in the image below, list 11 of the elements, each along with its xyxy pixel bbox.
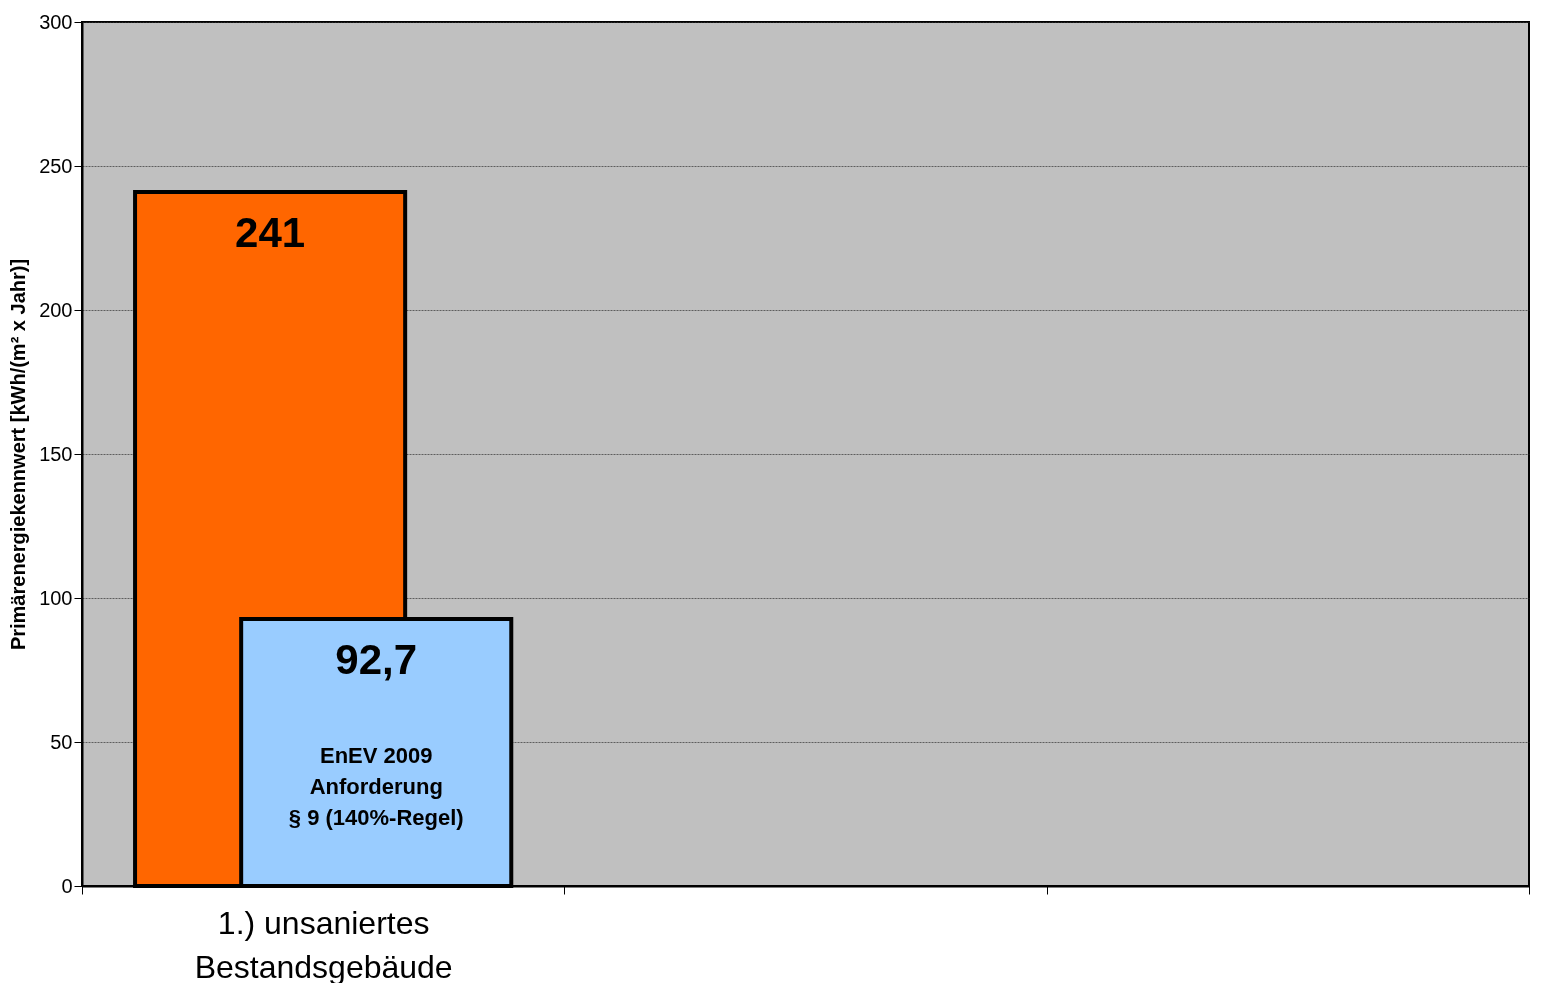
y-tick-label: 200 (39, 298, 73, 321)
y-tick-label: 300 (39, 10, 73, 33)
y-tick-label: 250 (39, 154, 73, 177)
y-tick-label: 50 (50, 730, 73, 753)
annotation: EnEV 2009 Anforderung § 9 (140%-Regel) (288, 743, 464, 831)
y-tick-label: 100 (39, 586, 73, 609)
y-tick-label: 150 (39, 442, 73, 465)
y-axis-title: Primärenergiekennwert [kWh/(m² x Jahr)] (7, 258, 30, 651)
data-label: 241 (235, 208, 306, 256)
y-tick-label: 0 (61, 874, 73, 897)
data-label: 92,7 (335, 636, 418, 684)
